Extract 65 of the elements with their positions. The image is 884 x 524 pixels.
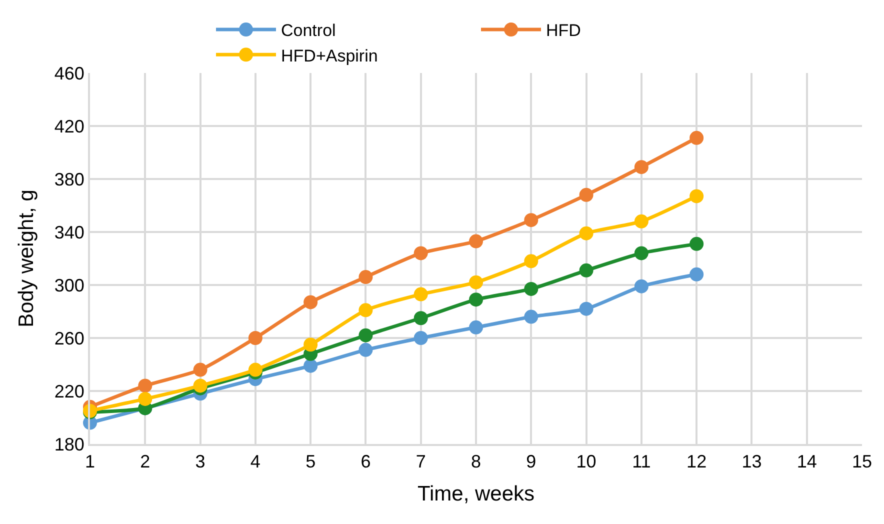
point [690,189,704,204]
y-tick-label: 380 [54,169,84,190]
point [414,246,428,260]
x-tick-label: 1 [84,452,96,472]
point [690,130,704,145]
y-tick-label: 420 [54,116,84,136]
legend-label: HFD+Aspirin [281,46,378,66]
point [469,320,483,334]
point [414,287,428,302]
legend-label: Control [281,21,336,40]
point [358,270,373,284]
legend-label: HFD [546,21,581,40]
point [248,331,262,345]
x-tick-label: 8 [470,452,482,472]
point [138,378,152,393]
point [524,213,538,228]
point [690,236,704,251]
point [634,246,648,260]
point [579,302,594,316]
point [469,234,483,248]
x-tick-label: 9 [526,452,536,472]
point [524,310,538,324]
x-tick-label: 7 [416,452,426,472]
point [304,295,318,310]
y-tick-label: 300 [54,275,84,296]
point [690,267,704,282]
y-tick-label: 460 [54,63,84,84]
x-tick-label: 15 [852,452,872,472]
y-axis-title: Body weight, g [15,190,38,328]
x-tick-label: 13 [742,452,762,472]
point [634,214,648,228]
point [358,328,373,342]
point [414,311,428,326]
point [304,338,318,352]
point [358,303,373,318]
x-tick-label: 11 [632,452,651,472]
x-tick-label: 10 [576,452,596,472]
point [579,263,594,278]
x-tick-label: 6 [360,452,371,472]
point [469,275,483,290]
x-tick-label: 3 [195,452,206,472]
x-tick-label: 2 [140,452,150,472]
point [579,226,594,240]
y-tick-label: 260 [54,328,84,348]
point [579,188,594,202]
point [634,279,648,294]
x-tick-label: 14 [796,452,817,472]
point [193,378,208,393]
point [414,331,428,345]
point [358,342,373,357]
y-tick-label: 340 [54,222,84,242]
point [524,254,538,268]
point [634,160,648,174]
x-tick-label: 5 [306,452,316,472]
point [193,362,208,377]
point [304,358,318,373]
y-tick-label: 220 [54,381,84,402]
x-tick-label: 12 [686,452,707,472]
point [138,392,152,406]
point [248,362,262,377]
y-tick-label: 180 [54,434,84,454]
x-axis-title: Time, weeks [417,482,535,506]
point [524,282,538,296]
x-tick-label: 4 [250,452,260,472]
point [469,292,483,307]
